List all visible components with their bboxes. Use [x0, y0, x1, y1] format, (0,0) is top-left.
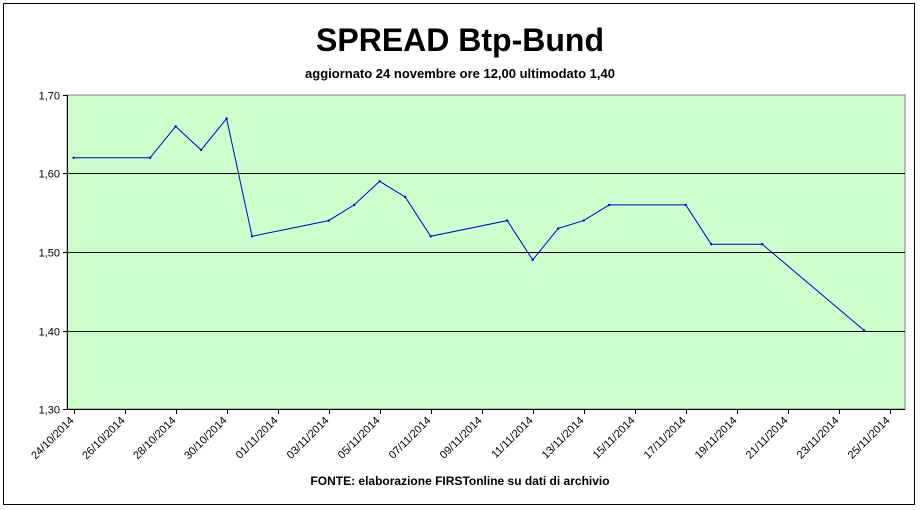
source-note: FONTE: elaborazione FIRSTonline su dati … [310, 474, 610, 488]
x-tick-label: 03/11/2014 [285, 415, 332, 462]
data-point [862, 329, 866, 332]
x-tick-label: 25/11/2014 [846, 415, 893, 462]
x-tick-label: 21/11/2014 [744, 415, 791, 462]
x-tick-label: 23/11/2014 [795, 415, 842, 462]
data-point [607, 203, 611, 207]
x-tick-label: 19/11/2014 [693, 415, 740, 462]
data-point [148, 156, 152, 159]
x-tick-label: 09/11/2014 [438, 415, 485, 462]
x-axis-ticks: 24/10/2014 26/10/2014 28/10/2014 30/10/2014… [29, 409, 893, 462]
x-tick-label: 17/11/2014 [642, 415, 689, 462]
y-axis-ticks: 1,30 1,40 1,50 1,60 1,70 [39, 91, 67, 417]
x-tick-label: 05/11/2014 [336, 415, 383, 462]
data-point [582, 219, 585, 222]
x-tick-label: 15/11/2014 [591, 415, 638, 462]
y-tick-label: 1,70 [39, 91, 60, 103]
data-point [556, 227, 560, 230]
data-point [199, 148, 203, 152]
data-point [709, 242, 713, 246]
gridlines [67, 173, 905, 332]
series-line [73, 117, 865, 331]
axes [67, 95, 905, 410]
y-tick-label: 1,30 [39, 405, 60, 417]
data-point [72, 156, 75, 159]
data-point [225, 117, 228, 120]
y-tick-label: 1,40 [39, 327, 60, 339]
data-point [760, 242, 764, 246]
data-point [531, 258, 534, 262]
data-point [174, 125, 177, 128]
x-tick-label: 26/10/2014 [80, 415, 127, 462]
x-tick-label: 01/11/2014 [234, 415, 281, 462]
data-point [403, 195, 407, 199]
x-tick-label: 28/10/2014 [131, 415, 178, 462]
data-point [505, 219, 509, 222]
chart-subtitle: aggiornato 24 novembre ore 12,00 ultimod… [305, 66, 615, 81]
y-tick-label: 1,50 [39, 248, 60, 260]
data-point [684, 203, 687, 207]
x-tick-label: 24/10/2014 [29, 415, 76, 462]
data-point [250, 235, 254, 238]
data-point [378, 180, 381, 183]
x-tick-label: 30/10/2014 [182, 415, 229, 462]
data-point [327, 219, 330, 222]
data-point [352, 203, 356, 207]
x-tick-label: 11/11/2014 [489, 415, 535, 461]
chart-title: SPREAD Btp-Bund [316, 22, 604, 58]
y-tick-label: 1,60 [39, 169, 60, 181]
series-group [72, 117, 866, 332]
data-point [429, 235, 432, 238]
x-tick-label: 07/11/2014 [387, 415, 434, 462]
x-tick-label: 13/11/2014 [540, 415, 587, 462]
